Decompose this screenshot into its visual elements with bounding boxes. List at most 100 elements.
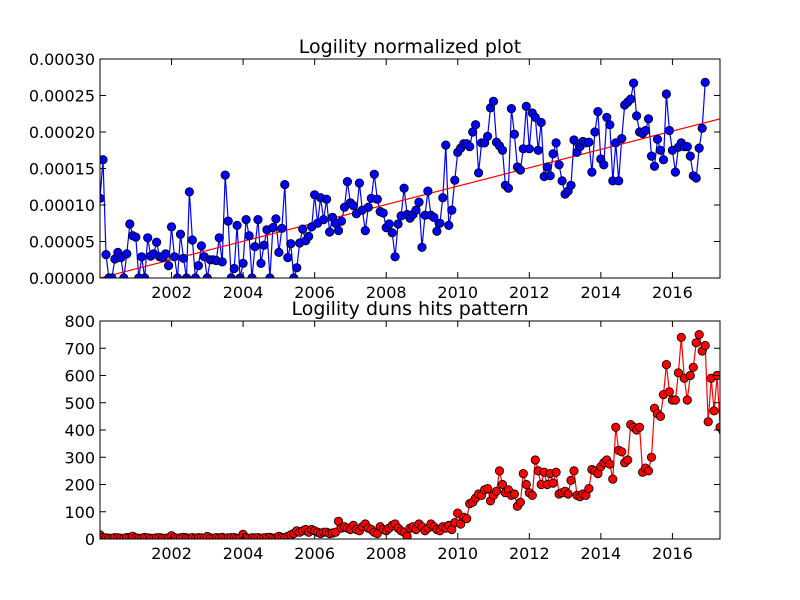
data-point-normalized bbox=[298, 224, 308, 234]
data-point-normalized bbox=[164, 260, 174, 271]
x-tick-label: 2012 bbox=[509, 544, 550, 563]
data-point-duns-hits bbox=[634, 422, 645, 432]
data-point-normalized bbox=[283, 253, 293, 263]
data-point-normalized bbox=[438, 193, 448, 203]
data-point-normalized bbox=[280, 180, 290, 190]
x-tick-label: 2012 bbox=[509, 283, 550, 302]
data-point-normalized bbox=[649, 161, 660, 171]
data-point-normalized bbox=[536, 117, 546, 128]
data-point-duns-hits bbox=[548, 478, 558, 488]
data-point-normalized bbox=[450, 175, 460, 185]
data-point-duns-hits bbox=[722, 393, 730, 401]
data-point-normalized bbox=[321, 194, 332, 204]
data-point-duns-hits bbox=[617, 447, 627, 457]
x-tick-label: 2002 bbox=[151, 283, 192, 302]
data-point-normalized bbox=[166, 222, 177, 232]
data-point-normalized bbox=[271, 214, 281, 224]
data-point-normalized bbox=[259, 240, 269, 250]
data-point-duns-hits bbox=[530, 455, 540, 465]
data-point-normalized bbox=[694, 143, 704, 153]
data-point-normalized bbox=[336, 216, 347, 226]
data-point-normalized bbox=[393, 219, 403, 229]
y-tick-label: 400 bbox=[64, 421, 95, 440]
data-point-normalized bbox=[333, 226, 344, 236]
data-point-normalized bbox=[599, 160, 609, 170]
data-point-duns-hits bbox=[700, 340, 710, 351]
data-point-normalized bbox=[193, 260, 203, 271]
data-point-normalized bbox=[605, 120, 615, 130]
data-point-normalized bbox=[369, 169, 379, 179]
data-point-duns-hits bbox=[611, 422, 621, 432]
y-tick-label: 300 bbox=[64, 448, 95, 467]
data-point-normalized bbox=[593, 107, 603, 117]
data-point-normalized bbox=[658, 155, 669, 165]
data-point-normalized bbox=[542, 162, 552, 172]
data-point-normalized bbox=[256, 258, 266, 268]
x-tick-label: 2010 bbox=[437, 283, 478, 302]
y-tick-label: 0.00020 bbox=[29, 123, 95, 142]
data-point-duns-hits bbox=[509, 489, 520, 499]
data-point-normalized bbox=[241, 215, 251, 225]
data-point-normalized bbox=[590, 127, 600, 137]
data-point-duns-hits bbox=[646, 452, 657, 462]
x-tick-label: 2014 bbox=[581, 283, 622, 302]
data-point-normalized bbox=[125, 219, 135, 229]
data-point-normalized bbox=[530, 112, 540, 123]
data-point-normalized bbox=[229, 263, 239, 274]
data-point-normalized bbox=[286, 239, 296, 249]
plot-area-duns-hits bbox=[100, 329, 739, 539]
data-point-normalized bbox=[175, 229, 186, 239]
data-point-duns-hits bbox=[664, 387, 675, 397]
data-point-duns-hits bbox=[497, 479, 508, 490]
data-point-normalized bbox=[318, 215, 329, 225]
y-tick-label: 500 bbox=[64, 394, 95, 413]
data-point-normalized bbox=[697, 123, 707, 133]
data-point-normalized bbox=[521, 101, 531, 112]
data-point-normalized bbox=[652, 134, 663, 144]
data-point-normalized bbox=[137, 252, 147, 262]
data-point-normalized bbox=[360, 226, 370, 236]
data-point-normalized bbox=[444, 220, 454, 230]
data-point-duns-hits bbox=[682, 395, 692, 405]
data-point-duns-hits bbox=[725, 423, 733, 431]
data-point-normalized bbox=[238, 258, 248, 268]
x-tick-label: 2002 bbox=[151, 544, 192, 563]
data-point-duns-hits bbox=[491, 486, 502, 496]
data-point-duns-hits bbox=[515, 497, 526, 507]
data-point-duns-hits bbox=[566, 475, 576, 485]
data-point-normalized bbox=[587, 167, 597, 177]
data-point-normalized bbox=[554, 160, 564, 170]
data-point-normalized bbox=[122, 249, 132, 259]
chart-title-duns-hits: Logility duns hits pattern bbox=[291, 298, 528, 320]
data-point-normalized bbox=[685, 151, 695, 161]
data-point-normalized bbox=[566, 180, 576, 190]
data-point-normalized bbox=[503, 183, 513, 193]
data-point-duns-hits bbox=[518, 468, 528, 479]
data-point-normalized bbox=[646, 151, 657, 161]
data-point-duns-hits bbox=[482, 483, 493, 494]
data-point-normalized bbox=[292, 263, 302, 273]
data-point-duns-hits bbox=[551, 467, 561, 477]
x-tick-label: 2016 bbox=[652, 283, 693, 302]
data-point-normalized bbox=[533, 145, 543, 155]
data-point-normalized bbox=[232, 220, 242, 230]
data-point-normalized bbox=[631, 111, 642, 121]
data-point-normalized bbox=[617, 134, 627, 144]
data-point-normalized bbox=[432, 226, 442, 236]
data-point-duns-hits bbox=[584, 483, 594, 494]
data-point-normalized bbox=[441, 140, 451, 150]
data-point-normalized bbox=[220, 170, 230, 180]
data-point-normalized bbox=[700, 77, 710, 88]
data-point-normalized bbox=[363, 202, 373, 212]
data-point-normalized bbox=[515, 165, 526, 175]
data-point-normalized bbox=[626, 94, 636, 104]
x-tick-label: 2008 bbox=[366, 283, 407, 302]
series-line-duns-hits bbox=[100, 332, 720, 539]
data-point-duns-hits bbox=[731, 445, 739, 453]
data-point-normalized bbox=[524, 144, 534, 154]
panel-duns-hits: Logility duns hits pattern 2002 2004 2006 2… bbox=[64, 298, 739, 563]
data-point-duns-hits bbox=[685, 370, 695, 381]
data-point-duns-hits bbox=[521, 479, 531, 490]
panel-normalized-plot: Logility normalized plot 2002 2004 2006 200… bbox=[29, 36, 721, 302]
